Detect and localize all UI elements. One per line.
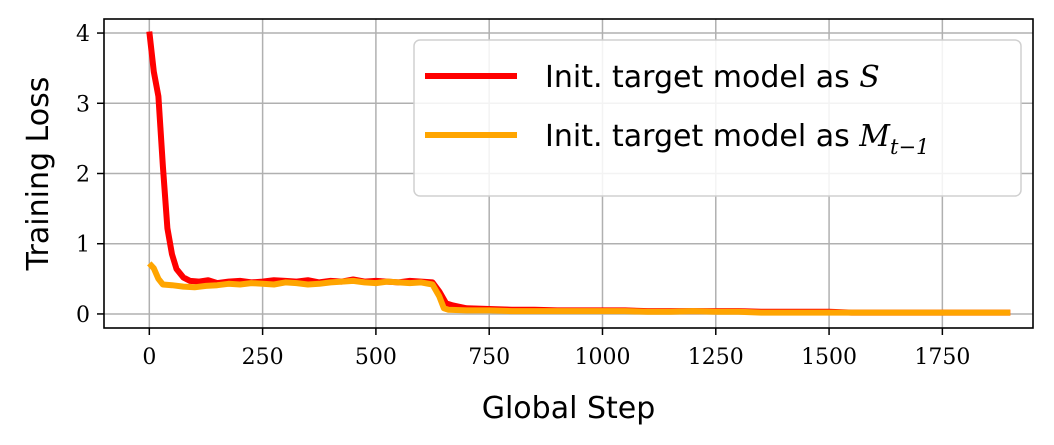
x-tick-label: 500 bbox=[355, 345, 397, 370]
y-tick-label: 4 bbox=[76, 22, 90, 47]
y-tick-label: 0 bbox=[76, 303, 90, 328]
x-tick-label: 1500 bbox=[801, 345, 857, 370]
legend-label-text: Init. target model as bbox=[545, 119, 859, 154]
x-tick-label: 1000 bbox=[574, 345, 630, 370]
legend-label-1: Init. target model as S bbox=[545, 60, 880, 95]
legend-label-math: M bbox=[858, 119, 891, 154]
x-tick-label: 1750 bbox=[914, 345, 970, 370]
y-axis-title: Training Loss bbox=[21, 77, 56, 272]
series-lines bbox=[146, 31, 1011, 316]
legend-label-2: Init. target model as Mt−1 bbox=[545, 119, 929, 159]
y-tick-label: 2 bbox=[76, 163, 90, 188]
x-tick-label: 250 bbox=[242, 345, 284, 370]
legend-label-text: Init. target model as bbox=[545, 60, 859, 95]
y-tick-label: 1 bbox=[76, 233, 90, 258]
legend-label-math: S bbox=[859, 60, 880, 95]
legend-box bbox=[413, 39, 1022, 197]
y-tick-label: 3 bbox=[76, 92, 90, 117]
x-axis-title: Global Step bbox=[482, 391, 656, 426]
x-tick-label: 1250 bbox=[688, 345, 744, 370]
x-tick-label: 750 bbox=[468, 345, 510, 370]
axis-ticks: 0 250 500 750 1000 1250 1500 1750 0 1 2 3 4 bbox=[76, 22, 970, 370]
x-tick-label: 0 bbox=[142, 345, 156, 370]
series-line-2 bbox=[147, 261, 1011, 316]
legend-label-subscript: t−1 bbox=[890, 135, 929, 159]
